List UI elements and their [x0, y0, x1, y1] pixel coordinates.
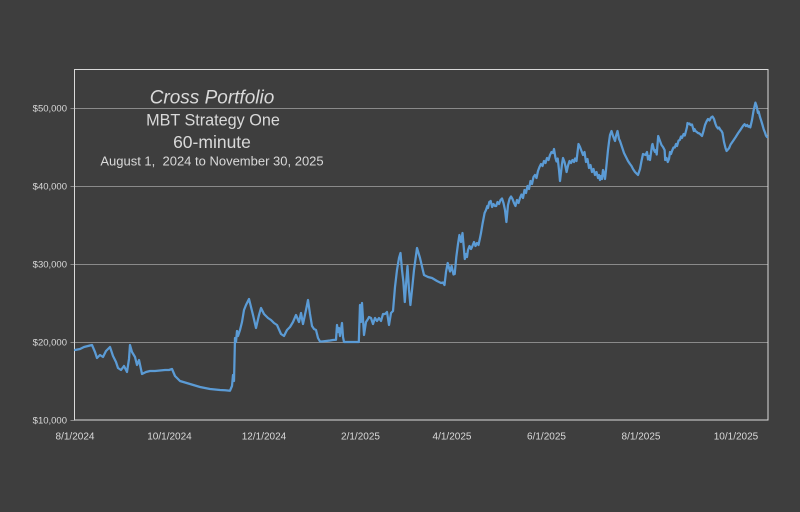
svg-text:$40,000: $40,000: [33, 182, 67, 193]
svg-text:12/1/2024: 12/1/2024: [242, 432, 287, 443]
svg-text:2/1/2025: 2/1/2025: [341, 432, 380, 443]
svg-text:August 1, 2024 to November 30: August 1, 2024 to November 30, 2025: [100, 154, 323, 169]
svg-text:$20,000: $20,000: [33, 338, 67, 349]
svg-text:6/1/2025: 6/1/2025: [527, 432, 566, 443]
svg-text:8/1/2024: 8/1/2024: [56, 432, 95, 443]
svg-text:$30,000: $30,000: [33, 260, 67, 271]
svg-text:4/1/2025: 4/1/2025: [433, 432, 472, 443]
svg-text:$10,000: $10,000: [33, 416, 67, 427]
svg-text:10/1/2024: 10/1/2024: [147, 432, 192, 443]
svg-text:60-minute: 60-minute: [173, 132, 251, 152]
svg-text:10/1/2025: 10/1/2025: [714, 432, 759, 443]
svg-text:$50,000: $50,000: [33, 104, 67, 115]
svg-text:MBT Strategy One: MBT Strategy One: [146, 112, 280, 130]
svg-text:Cross Portfolio: Cross Portfolio: [150, 88, 275, 109]
svg-text:8/1/2025: 8/1/2025: [622, 432, 661, 443]
